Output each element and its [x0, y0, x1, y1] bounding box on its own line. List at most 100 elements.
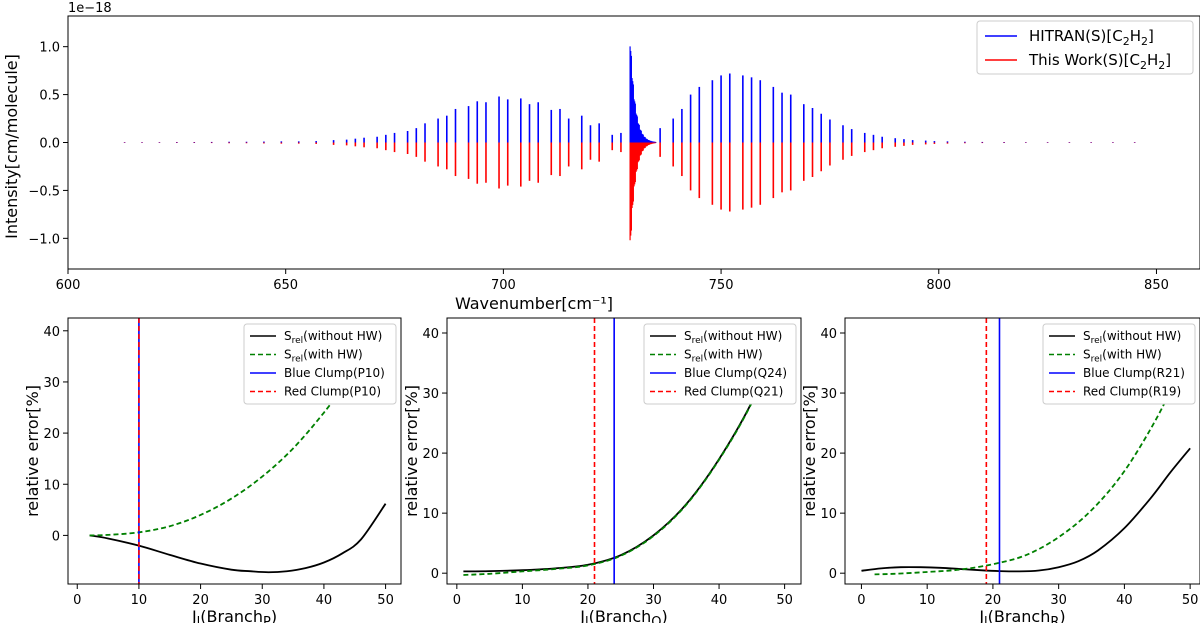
legend-label-sub: rel	[692, 336, 704, 346]
with-hw-curve	[874, 338, 1191, 576]
legend-label-sub: rel	[292, 355, 304, 365]
legend-label-sub: 2	[1141, 35, 1148, 48]
legend-label-main: This Work(S)[C	[1028, 51, 1140, 69]
y-tick-label: 40	[820, 327, 837, 342]
x-label-paren: (Branch	[988, 607, 1051, 623]
error-panel-p: 0 10 20 30 40 50 0 10 20 30 40 Jl(BranchP) relative …	[23, 317, 402, 623]
legend-label-main: S	[1083, 348, 1091, 362]
legend-label-main: Blue Clump(Q24)	[684, 366, 787, 380]
legend-label-main: S	[684, 329, 692, 343]
x-tick-label: 50	[377, 593, 394, 608]
y-tick-label: 1.0	[39, 41, 60, 56]
y-tick-label: 10	[422, 507, 439, 522]
series-hitran	[123, 46, 1136, 143]
x-tick-label: 850	[1144, 278, 1169, 293]
legend-label-end: ]	[1148, 27, 1154, 45]
x-tick-label: 40	[316, 593, 333, 608]
y-tick-label: 20	[43, 427, 60, 442]
x-label-psub: Q	[651, 615, 661, 623]
y-axis-label: relative error[%]	[800, 385, 819, 517]
legend-label: Red Clump(R19)	[1083, 385, 1181, 399]
x-tick-label: 40	[711, 593, 728, 608]
x-tick-label: 20	[192, 593, 209, 608]
x-label-sub: l	[197, 615, 201, 623]
x-tick-label: 50	[776, 593, 793, 608]
legend-label-mid: H	[1147, 51, 1158, 69]
legend-label-main: Blue Clump(P10)	[284, 366, 385, 380]
legend-label-main: Red Clump(Q21)	[684, 385, 783, 399]
legend-label-mid: H	[1130, 27, 1141, 45]
x-tick-label: 10	[514, 593, 531, 608]
y-tick-label: 0	[431, 567, 439, 582]
x-tick-label: 20	[580, 593, 597, 608]
y-tick-label: 20	[820, 447, 837, 462]
legend-label: Red Clump(P10)	[284, 385, 381, 399]
legend-label-sub: rel	[1091, 336, 1103, 346]
legend-label-sub: 2	[1123, 35, 1130, 48]
y-tick-label: 30	[422, 387, 439, 402]
legend-label: Blue Clump(Q24)	[684, 366, 787, 380]
y-tick-label: 0	[52, 529, 60, 544]
error-panel-q: 0 10 20 30 40 50 0 10 20 30 40 Jl(BranchQ) relative …	[402, 317, 802, 623]
x-tick-label: 0	[73, 593, 81, 608]
legend-label: Srel(with HW)	[284, 348, 363, 365]
x-tick-label: 0	[453, 593, 461, 608]
legend-label-sub: rel	[692, 355, 704, 365]
y-tick-label: 40	[422, 327, 439, 342]
y-tick-label: 40	[43, 325, 60, 340]
y-tick-label: 30	[43, 376, 60, 391]
legend-label: Blue Clump(P10)	[284, 366, 385, 380]
x-tick-label: 650	[273, 278, 298, 293]
x-tick-label: 600	[56, 278, 81, 293]
x-tick-label: 800	[926, 278, 951, 293]
x-label-sub: l	[585, 615, 589, 623]
x-tick-label: 10	[919, 593, 936, 608]
x-axis-label: Jl(BranchQ)	[579, 607, 668, 623]
x-tick-label: 10	[131, 593, 148, 608]
legend-label: This Work(S)[C2H2]	[1028, 51, 1171, 72]
legend-label-sub: rel	[292, 336, 304, 346]
legend-label: Srel(with HW)	[684, 348, 763, 365]
legend-label: Srel(without HW)	[284, 329, 382, 346]
x-tick-label: 30	[645, 593, 662, 608]
legend-label-main: S	[284, 348, 292, 362]
y-tick-label: 10	[43, 478, 60, 493]
without-hw-curve	[861, 447, 1191, 573]
y-axis-label: Intensity[cm/molecule]	[2, 54, 21, 239]
x-tick-label: 750	[709, 278, 734, 293]
x-tick-label: 700	[491, 278, 516, 293]
legend-label-sub: rel	[1091, 355, 1103, 365]
y-tick-label: 30	[820, 387, 837, 402]
error-panel-r: 0 10 20 30 40 50 0 10 20 30 40 Jl(BranchR) relative …	[800, 317, 1200, 623]
y-tick-label: 10	[820, 507, 837, 522]
x-label-main: J	[579, 607, 585, 623]
x-tick-label: 30	[254, 593, 271, 608]
legend-label: HITRAN(S)[C2H2]	[1029, 27, 1154, 48]
x-tick-label: 50	[1182, 593, 1199, 608]
legend-label-rest: (with HW)	[303, 348, 363, 362]
legend-box	[243, 323, 397, 405]
x-label-paren: (Branch	[589, 607, 652, 623]
plot-area	[463, 318, 786, 584]
y-tick-label: 0	[829, 567, 837, 582]
x-label-sub: l	[984, 615, 988, 623]
x-label-psub: P	[263, 615, 271, 623]
x-tick-label: 40	[1116, 593, 1133, 608]
x-tick-label: 0	[857, 593, 865, 608]
legend-label-rest: (without HW)	[703, 329, 782, 343]
legend-label: Srel(without HW)	[1083, 329, 1181, 346]
y-axis-label: relative error[%]	[23, 385, 42, 517]
x-label-main: J	[978, 607, 984, 623]
legend-label-rest: (without HW)	[303, 329, 382, 343]
series-this-work	[123, 142, 1136, 241]
legend-label: Red Clump(Q21)	[684, 385, 783, 399]
x-label-psub: R	[1050, 615, 1059, 623]
x-tick-label: 30	[1050, 593, 1067, 608]
panel-frame	[67, 317, 402, 585]
legend-label-main: HITRAN(S)[C	[1029, 27, 1123, 45]
panel-frame	[446, 317, 802, 585]
legend-label-main: S	[684, 348, 692, 362]
legend-box	[643, 323, 797, 405]
legend-label-rest: (with HW)	[703, 348, 763, 362]
